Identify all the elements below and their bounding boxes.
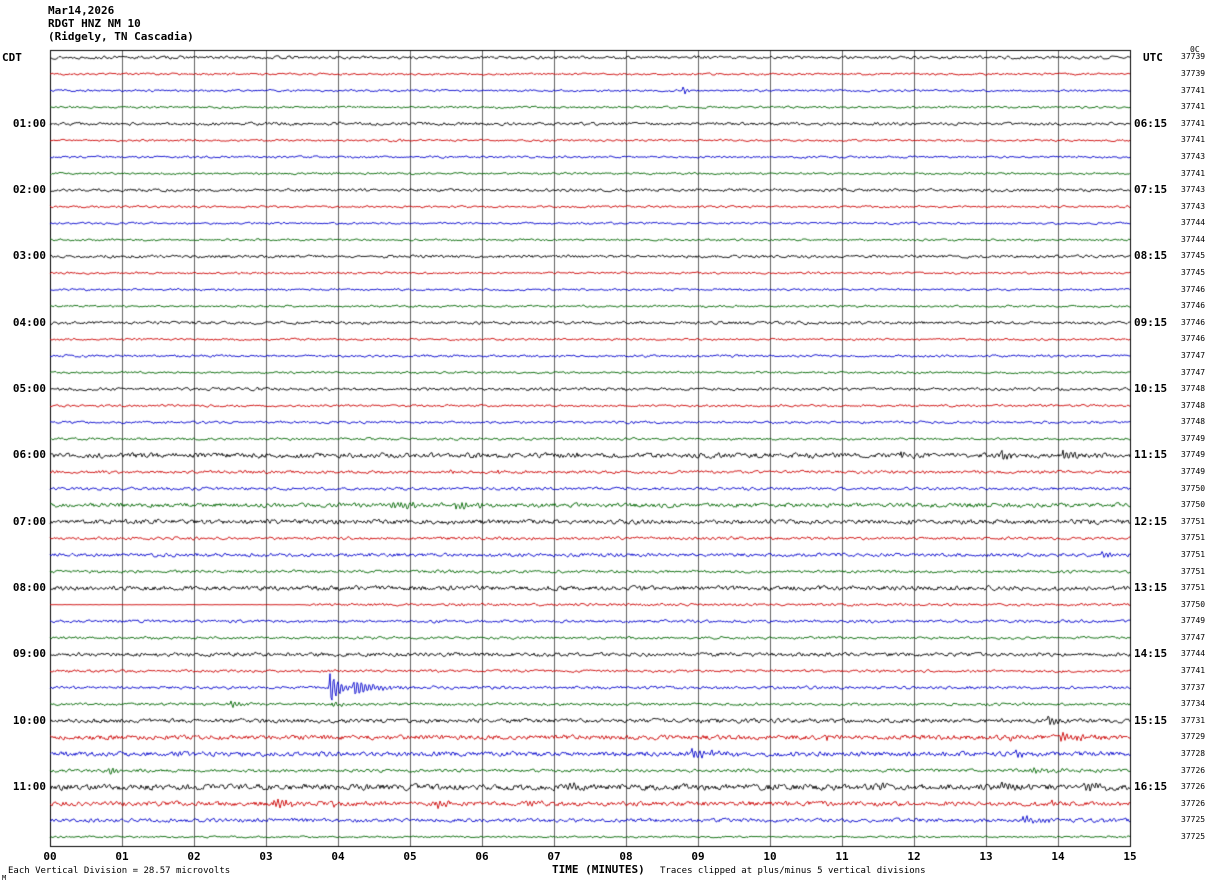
right-hour-label: 13:15 xyxy=(1134,581,1168,595)
trace-counter-label: 37749 xyxy=(1181,433,1206,443)
x-tick-label: 06 xyxy=(475,850,489,863)
trace-counter-label: 37747 xyxy=(1181,350,1206,360)
trace-counter-label: 37746 xyxy=(1181,301,1206,311)
x-axis-title: TIME (MINUTES) xyxy=(552,863,645,876)
trace-counter-label: 37748 xyxy=(1181,417,1206,427)
left-hour-label: 08:00 xyxy=(12,581,46,595)
corner-mark: M xyxy=(2,874,7,882)
x-tick-label: 01 xyxy=(115,850,129,863)
left-hour-label: 11:00 xyxy=(12,780,46,794)
left-hour-label: 05:00 xyxy=(12,382,46,396)
trace-counter-label: 37745 xyxy=(1181,251,1206,261)
trace-counter-label: 37748 xyxy=(1181,384,1206,394)
trace-counter-label: 37725 xyxy=(1181,831,1206,841)
trace-counter-label: 37741 xyxy=(1181,168,1206,178)
right-hour-label: 14:15 xyxy=(1134,647,1168,661)
x-tick-label: 08 xyxy=(619,850,633,863)
x-tick-label: 09 xyxy=(691,850,705,863)
right-hour-label: 12:15 xyxy=(1134,514,1168,528)
right-hour-label: 10:15 xyxy=(1134,382,1168,396)
right-hour-label: 08:15 xyxy=(1134,249,1168,263)
trace-counter-label: 37751 xyxy=(1181,533,1206,543)
trace-counter-label: 37747 xyxy=(1181,632,1206,642)
right-hour-label: 11:15 xyxy=(1134,448,1168,462)
trace-counter-label: 37743 xyxy=(1181,151,1206,161)
left-hour-label: 03:00 xyxy=(12,249,46,263)
left-hour-label: 10:00 xyxy=(12,713,46,727)
right-hour-label: 06:15 xyxy=(1134,116,1168,130)
trace-counter-label: 37737 xyxy=(1181,682,1206,692)
left-hour-label: 09:00 xyxy=(12,647,46,661)
trace-counter-label: 37731 xyxy=(1181,715,1206,725)
trace-counter-label: 37746 xyxy=(1181,284,1206,294)
trace-counter-label: 37741 xyxy=(1181,102,1206,112)
scale-note: Each Vertical Division = 28.57 microvolt… xyxy=(8,866,231,876)
right-hour-label: 15:15 xyxy=(1134,713,1168,727)
trace-counter-label: 37747 xyxy=(1181,367,1206,377)
x-tick-label: 11 xyxy=(835,850,849,863)
trace-counter-label: 37726 xyxy=(1181,765,1206,775)
right-hour-label: 09:15 xyxy=(1134,315,1168,329)
right-hour-label: 07:15 xyxy=(1134,183,1168,197)
left-hour-label: 02:00 xyxy=(12,183,46,197)
clip-note: Traces clipped at plus/minus 5 vertical … xyxy=(660,866,926,876)
x-tick-label: 00 xyxy=(43,850,57,863)
x-tick-label: 05 xyxy=(403,850,417,863)
trace-counter-label: 37744 xyxy=(1181,218,1206,228)
x-tick-label: 12 xyxy=(907,850,921,863)
x-tick-label: 03 xyxy=(259,850,273,863)
x-tick-label: 10 xyxy=(763,850,777,863)
left-hour-label: 06:00 xyxy=(12,448,46,462)
x-tick-label: 15 xyxy=(1123,850,1137,863)
trace-counter-label: 37729 xyxy=(1181,732,1206,742)
trace-counter-label: 37750 xyxy=(1181,483,1206,493)
x-tick-label: 13 xyxy=(979,850,993,863)
trace-counter-label: 37751 xyxy=(1181,549,1206,559)
trace-counter-label: 37744 xyxy=(1181,649,1206,659)
trace-counter-label: 37750 xyxy=(1181,500,1206,510)
trace-counter-label: 37749 xyxy=(1181,450,1206,460)
trace-counter-label: 37743 xyxy=(1181,185,1206,195)
trace-counter-label: 37741 xyxy=(1181,85,1206,95)
x-tick-label: 04 xyxy=(331,850,345,863)
trace-counter-label: 37751 xyxy=(1181,516,1206,526)
x-tick-label: 02 xyxy=(187,850,201,863)
trace-counter-label: 37751 xyxy=(1181,566,1206,576)
trace-counter-label: 37744 xyxy=(1181,234,1206,244)
trace-counter-label: 37741 xyxy=(1181,666,1206,676)
left-hour-label: 01:00 xyxy=(12,116,46,130)
trace-counter-label: 37745 xyxy=(1181,268,1206,278)
left-hour-label: 07:00 xyxy=(12,514,46,528)
trace-counter-label: 37725 xyxy=(1181,815,1206,825)
trace-counter-label: 37726 xyxy=(1181,782,1206,792)
trace-counter-label: 37739 xyxy=(1181,69,1206,79)
trace-counter-label: 37749 xyxy=(1181,616,1206,626)
trace-counter-label: 37749 xyxy=(1181,467,1206,477)
trace-counter-label: 37741 xyxy=(1181,135,1206,145)
x-tick-label: 07 xyxy=(547,850,561,863)
trace-counter-label: 37728 xyxy=(1181,748,1206,758)
left-hour-label: 04:00 xyxy=(12,315,46,329)
trace-counter-label: 37734 xyxy=(1181,699,1206,709)
trace-counter-label: 37739 xyxy=(1181,52,1206,62)
right-hour-label: 16:15 xyxy=(1134,780,1168,794)
trace-counter-label: 37743 xyxy=(1181,201,1206,211)
trace-counter-label: 37748 xyxy=(1181,400,1206,410)
trace-counter-label: 37750 xyxy=(1181,599,1206,609)
x-tick-label: 14 xyxy=(1051,850,1065,863)
trace-counter-label: 37726 xyxy=(1181,798,1206,808)
trace-counter-label: 37746 xyxy=(1181,317,1206,327)
trace-counter-label: 37751 xyxy=(1181,583,1206,593)
trace-counter-label: 37746 xyxy=(1181,334,1206,344)
trace-counter-label: 37741 xyxy=(1181,118,1206,128)
